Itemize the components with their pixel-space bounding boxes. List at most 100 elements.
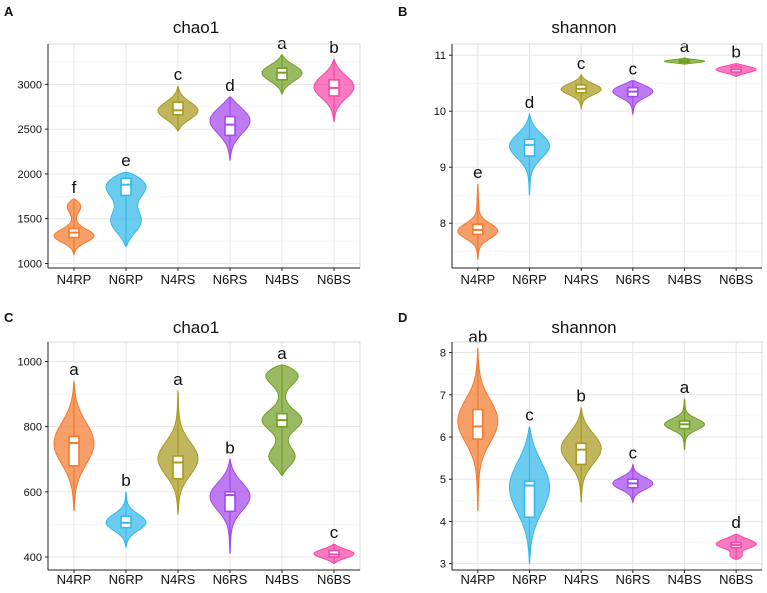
x-tick-label: N6RP	[109, 272, 144, 287]
sig-letter-n4rp: e	[473, 163, 482, 182]
sig-letter-n4bs: a	[680, 378, 690, 397]
x-tick-label: N4BS	[265, 272, 299, 287]
x-tick-label: N4BS	[265, 572, 299, 587]
violin-group-n4bs: a	[663, 37, 706, 65]
y-tick-label: 8	[440, 348, 446, 360]
violin-group-n6rp: d	[508, 93, 551, 196]
sig-letter-n6rp: b	[121, 471, 130, 490]
violin-group-n6bs: b	[313, 38, 355, 123]
violin-group-n4rs: b	[560, 386, 602, 503]
x-tick-label: N6RP	[512, 272, 547, 287]
x-tick-label: N6BS	[719, 572, 753, 587]
y-tick-label: 6	[440, 432, 446, 444]
sig-letter-n6rp: d	[525, 93, 534, 112]
box-n4rp	[68, 435, 80, 467]
violin-group-n6bs: d	[715, 513, 757, 560]
sig-letter-n6bs: b	[731, 43, 740, 62]
sig-letter-n4rp: ab	[468, 327, 487, 346]
violin-group-n4rp: a	[53, 360, 95, 512]
panel-letter-b: B	[398, 4, 407, 19]
sig-letter-n4rs: b	[576, 386, 585, 405]
sig-letter-n4bs: a	[277, 34, 287, 53]
box-n6rp	[523, 480, 536, 519]
violin-group-n4rp: f	[53, 178, 95, 256]
sig-letter-n6bs: d	[731, 513, 740, 532]
x-tick-label: N4RP	[57, 572, 92, 587]
violin-group-n6rp: c	[508, 405, 551, 564]
x-tick-label: N6RP	[109, 572, 144, 587]
sig-letter-n4rp: f	[72, 178, 77, 197]
y-tick-label: 1500	[18, 214, 42, 226]
y-tick-label: 4	[440, 516, 446, 528]
sig-letter-n4rp: a	[69, 360, 79, 379]
panel-title-d: shannon	[551, 318, 616, 337]
x-tick-label: N6BS	[317, 272, 351, 287]
x-tick-label: N4BS	[668, 572, 702, 587]
y-tick-label: 3000	[18, 79, 42, 91]
box-n6rs	[224, 491, 236, 513]
y-tick-label: 10	[434, 106, 446, 118]
violin-group-n6bs: c	[313, 523, 355, 565]
x-tick-label: N6RS	[213, 272, 248, 287]
x-tick-label: N4RS	[161, 272, 196, 287]
plot-background-c	[48, 342, 360, 570]
panel-title-a: chao1	[173, 18, 219, 37]
x-tick-label: N6RP	[512, 572, 547, 587]
x-tick-label: N4RS	[564, 272, 599, 287]
violin-group-n4rp: ab	[457, 327, 499, 511]
violin-group-n6rs: d	[209, 76, 251, 161]
x-tick-label: N4RP	[460, 272, 495, 287]
x-tick-label: N6RS	[615, 272, 650, 287]
y-tick-label: 600	[24, 487, 42, 499]
plot-background-d	[452, 342, 762, 570]
violin-group-n4rs: c	[157, 65, 199, 132]
y-tick-label: 5	[440, 474, 446, 486]
sig-letter-n4rs: c	[174, 65, 183, 84]
y-tick-label: 800	[24, 422, 42, 434]
panel-title-b: shannon	[551, 18, 616, 37]
x-tick-label: N4RP	[460, 572, 495, 587]
box-n4rp	[472, 408, 484, 440]
violin-group-n6rs: b	[209, 438, 251, 554]
y-tick-label: 8	[440, 218, 446, 230]
x-tick-label: N4RS	[564, 572, 599, 587]
panel-letter-d: D	[398, 310, 407, 325]
y-tick-label: 11	[435, 50, 446, 62]
sig-letter-n4rs: c	[577, 54, 586, 73]
panel-letter-a: A	[4, 4, 14, 19]
violin-group-n4rp: e	[457, 163, 499, 260]
box-n6rp	[120, 177, 132, 197]
y-tick-label: 1000	[18, 357, 42, 369]
x-tick-label: N6BS	[317, 572, 351, 587]
violin-group-n6bs: b	[715, 43, 757, 77]
y-tick-label: 3	[440, 559, 446, 571]
sig-letter-n4bs: a	[277, 344, 287, 363]
x-tick-label: N4BS	[668, 272, 702, 287]
panel-letter-c: C	[4, 310, 14, 325]
y-tick-label: 9	[440, 162, 446, 174]
y-tick-label: 2500	[18, 124, 42, 136]
box-n6rp	[523, 138, 536, 157]
panel-title-c: chao1	[173, 318, 219, 337]
y-tick-label: 7	[440, 390, 446, 402]
x-tick-label: N6RS	[213, 572, 248, 587]
x-tick-label: N4RP	[57, 272, 92, 287]
violin-group-n4bs: a	[261, 344, 303, 477]
violin-group-n6rs: c	[612, 443, 654, 504]
sig-letter-n6rs: d	[225, 76, 234, 95]
violin-group-n6rp: e	[105, 151, 147, 248]
x-tick-label: N6RS	[615, 572, 650, 587]
y-tick-label: 400	[24, 552, 42, 564]
sig-letter-n6rs: c	[629, 443, 638, 462]
x-tick-label: N4RS	[161, 572, 196, 587]
violin-group-n4bs: a	[663, 378, 706, 450]
sig-letter-n4rs: a	[173, 370, 183, 389]
plot-background-b	[452, 44, 762, 268]
x-tick-label: N6BS	[719, 272, 753, 287]
violin-group-n6rs: c	[612, 59, 654, 116]
sig-letter-n6bs: b	[329, 38, 338, 57]
box-n4rs	[172, 101, 184, 116]
